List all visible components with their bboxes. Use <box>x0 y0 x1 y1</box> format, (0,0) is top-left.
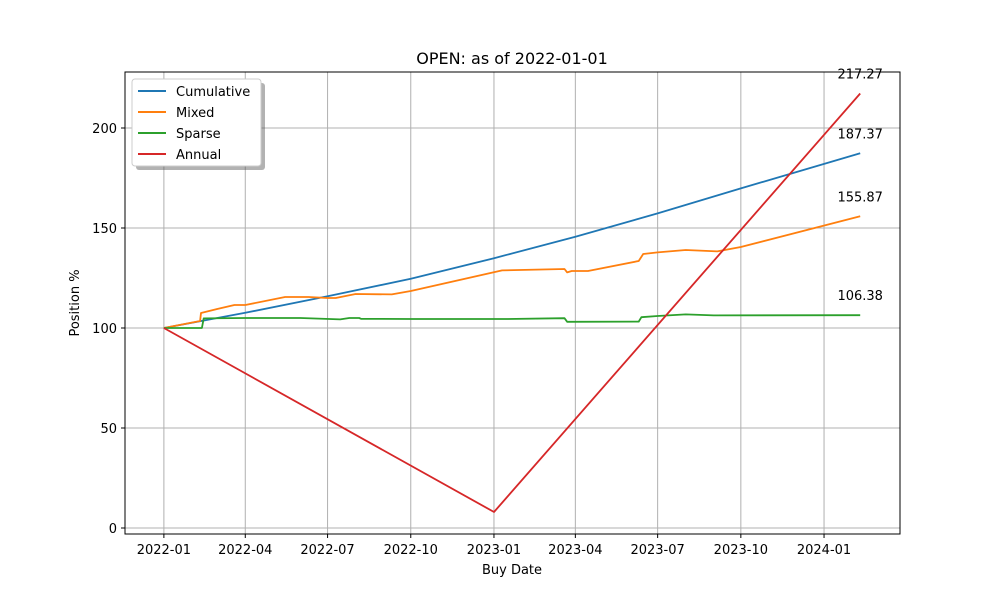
plot-frame <box>124 71 901 535</box>
legend-label-annual: Annual <box>176 148 221 163</box>
x-tick-label: 2023-10 <box>714 543 768 558</box>
end-label-mixed: 155.87 <box>837 190 883 205</box>
legend-label-mixed: Mixed <box>176 106 214 121</box>
series-line-annual <box>163 92 861 513</box>
legend-box <box>131 78 262 167</box>
x-tick-label: 2022-01 <box>137 543 191 558</box>
legend: Cumulative Mixed Sparse Annual <box>131 78 265 170</box>
y-tick-label: 50 <box>100 422 117 437</box>
y-tick-label: 200 <box>92 122 117 137</box>
legend-label-cumulative: Cumulative <box>176 85 250 100</box>
x-tick-label: 2024-01 <box>797 543 851 558</box>
end-label-cumulative: 187.37 <box>837 127 883 142</box>
grid <box>125 72 900 534</box>
legend-label-sparse: Sparse <box>176 127 221 142</box>
x-tick-label: 2023-07 <box>630 543 684 558</box>
series-lines <box>163 92 861 513</box>
x-tick-label: 2022-07 <box>300 543 354 558</box>
end-labels: 187.37 155.87 106.38 217.27 <box>837 67 883 304</box>
x-tick-label: 2023-01 <box>467 543 521 558</box>
series-line-mixed <box>163 215 861 329</box>
y-tick-label: 150 <box>92 222 117 237</box>
chart-title: OPEN: as of 2022-01-01 <box>416 49 608 68</box>
end-label-annual: 217.27 <box>837 67 883 82</box>
y-axis-title: Position % <box>68 269 83 336</box>
x-tick-label: 2023-04 <box>548 543 602 558</box>
series-line-cumulative <box>163 152 861 329</box>
x-axis-title: Buy Date <box>482 563 542 578</box>
legend-items: Cumulative Mixed Sparse Annual <box>138 85 250 163</box>
end-label-sparse: 106.38 <box>837 289 883 304</box>
x-tick-label: 2022-10 <box>384 543 438 558</box>
x-tick-label: 2022-04 <box>218 543 272 558</box>
y-tick-label: 100 <box>92 322 117 337</box>
series-line-sparse <box>163 313 861 329</box>
axis-ticks: 2022-01 2022-04 2022-07 2022-10 2023-01 2023-… <box>92 122 851 558</box>
y-tick-label: 0 <box>109 522 117 537</box>
